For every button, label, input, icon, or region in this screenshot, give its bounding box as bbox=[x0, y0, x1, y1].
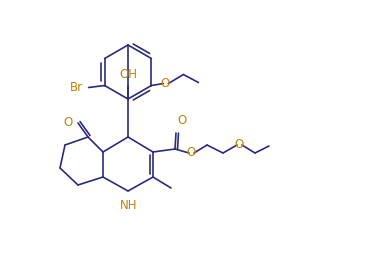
Text: Br: Br bbox=[69, 81, 83, 94]
Text: NH: NH bbox=[120, 199, 138, 212]
Text: O: O bbox=[64, 116, 73, 129]
Text: O: O bbox=[161, 77, 170, 90]
Text: O: O bbox=[186, 147, 196, 160]
Text: O: O bbox=[234, 139, 244, 152]
Text: O: O bbox=[177, 114, 186, 127]
Text: OH: OH bbox=[119, 68, 137, 81]
